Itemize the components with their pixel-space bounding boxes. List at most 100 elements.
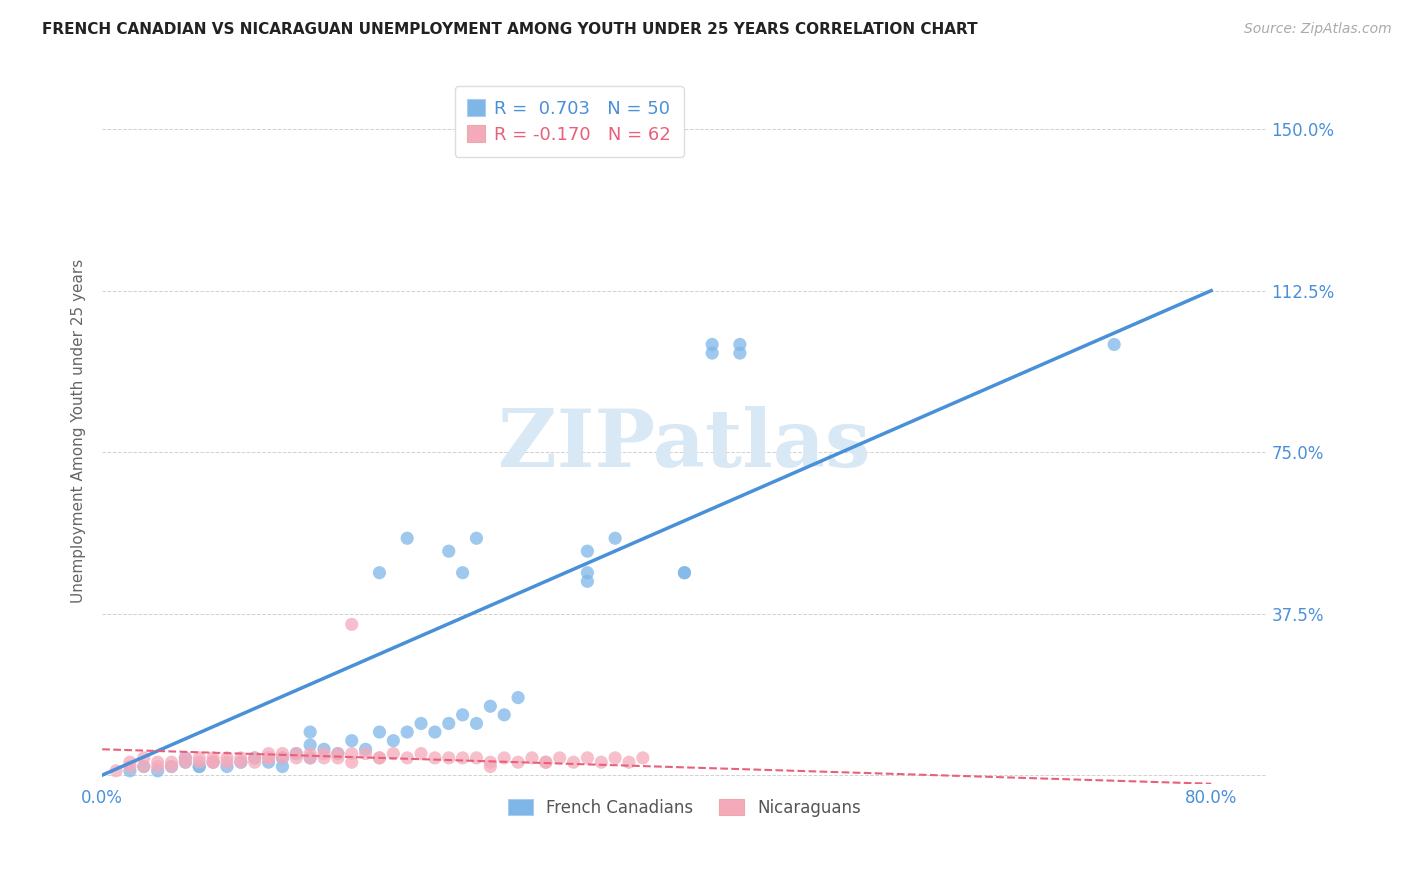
Point xyxy=(603,751,626,765)
Point xyxy=(465,716,488,731)
Point xyxy=(299,747,322,761)
Point xyxy=(271,759,294,773)
Point xyxy=(479,755,502,769)
Point xyxy=(299,738,322,752)
Point xyxy=(118,759,141,773)
Point xyxy=(382,747,405,761)
Legend: French Canadians, Nicaraguans: French Canadians, Nicaraguans xyxy=(499,790,869,825)
Point xyxy=(271,751,294,765)
Point xyxy=(451,707,474,722)
Point xyxy=(229,755,252,769)
Point xyxy=(702,346,724,360)
Point xyxy=(202,755,225,769)
Point xyxy=(243,755,266,769)
Point xyxy=(479,699,502,714)
Point xyxy=(243,751,266,765)
Point xyxy=(382,733,405,747)
Point xyxy=(215,751,238,765)
Point xyxy=(271,747,294,761)
Point xyxy=(312,747,335,761)
Point xyxy=(174,755,197,769)
Point xyxy=(132,759,155,773)
Point xyxy=(1102,337,1125,351)
Point xyxy=(494,751,516,765)
Point xyxy=(631,751,654,765)
Text: FRENCH CANADIAN VS NICARAGUAN UNEMPLOYMENT AMONG YOUTH UNDER 25 YEARS CORRELATIO: FRENCH CANADIAN VS NICARAGUAN UNEMPLOYME… xyxy=(42,22,977,37)
Point xyxy=(409,747,432,761)
Point xyxy=(160,759,183,773)
Point xyxy=(548,751,571,765)
Point xyxy=(576,751,599,765)
Point xyxy=(132,751,155,765)
Point xyxy=(340,755,363,769)
Point xyxy=(299,751,322,765)
Point xyxy=(340,617,363,632)
Point xyxy=(354,747,377,761)
Point xyxy=(728,346,751,360)
Point xyxy=(174,751,197,765)
Point xyxy=(146,759,169,773)
Point xyxy=(479,759,502,773)
Point xyxy=(576,574,599,589)
Point xyxy=(368,725,391,739)
Point xyxy=(673,566,696,580)
Point xyxy=(257,751,280,765)
Point xyxy=(520,751,543,765)
Text: ZIPatlas: ZIPatlas xyxy=(498,406,870,483)
Point xyxy=(118,755,141,769)
Point xyxy=(229,755,252,769)
Point xyxy=(285,747,308,761)
Y-axis label: Unemployment Among Youth under 25 years: Unemployment Among Youth under 25 years xyxy=(72,259,86,603)
Point xyxy=(285,747,308,761)
Point xyxy=(576,544,599,558)
Point xyxy=(396,725,419,739)
Point xyxy=(534,755,557,769)
Point xyxy=(118,764,141,778)
Point xyxy=(174,751,197,765)
Point xyxy=(326,747,349,761)
Point xyxy=(368,751,391,765)
Point xyxy=(576,566,599,580)
Point xyxy=(174,755,197,769)
Point xyxy=(229,751,252,765)
Point xyxy=(728,337,751,351)
Point xyxy=(603,531,626,545)
Point xyxy=(562,755,585,769)
Point xyxy=(257,751,280,765)
Point xyxy=(257,747,280,761)
Point xyxy=(312,742,335,756)
Point xyxy=(299,725,322,739)
Point xyxy=(146,764,169,778)
Point xyxy=(368,751,391,765)
Point xyxy=(299,751,322,765)
Point xyxy=(188,759,211,773)
Point xyxy=(465,751,488,765)
Point xyxy=(465,531,488,545)
Point xyxy=(340,733,363,747)
Point xyxy=(437,544,460,558)
Point xyxy=(188,759,211,773)
Point xyxy=(437,716,460,731)
Point xyxy=(423,751,446,765)
Point xyxy=(673,566,696,580)
Point xyxy=(312,751,335,765)
Point xyxy=(396,531,419,545)
Point xyxy=(243,751,266,765)
Point xyxy=(326,747,349,761)
Point xyxy=(506,755,529,769)
Point xyxy=(368,566,391,580)
Point xyxy=(105,764,128,778)
Point xyxy=(326,751,349,765)
Point xyxy=(202,751,225,765)
Point xyxy=(534,755,557,769)
Point xyxy=(617,755,640,769)
Point xyxy=(506,690,529,705)
Point xyxy=(271,751,294,765)
Point xyxy=(451,751,474,765)
Point xyxy=(215,755,238,769)
Point xyxy=(188,751,211,765)
Point xyxy=(188,755,211,769)
Point xyxy=(202,755,225,769)
Point xyxy=(396,751,419,765)
Point xyxy=(160,755,183,769)
